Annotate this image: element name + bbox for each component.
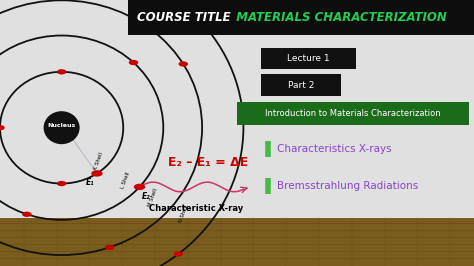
Text: K Shell: K Shell xyxy=(93,152,104,171)
Text: COURSE TITLE: COURSE TITLE xyxy=(137,11,231,24)
Circle shape xyxy=(22,212,32,217)
Text: E₂ – E₁ = ΔE: E₂ – E₁ = ΔE xyxy=(168,156,248,169)
Circle shape xyxy=(134,184,145,190)
Circle shape xyxy=(105,245,114,250)
Ellipse shape xyxy=(44,111,80,144)
Text: E₂: E₂ xyxy=(142,192,151,201)
Text: MATERIALS CHARACTERIZATION: MATERIALS CHARACTERIZATION xyxy=(228,11,446,24)
Text: Bremsstrahlung Radiations: Bremsstrahlung Radiations xyxy=(277,181,419,191)
Bar xyxy=(237,102,469,125)
Text: M Shell: M Shell xyxy=(147,188,159,207)
Circle shape xyxy=(174,251,183,257)
Text: Introduction to Materials Characterization: Introduction to Materials Characterizati… xyxy=(265,109,441,118)
Circle shape xyxy=(179,61,188,67)
Circle shape xyxy=(57,181,66,186)
Circle shape xyxy=(57,69,66,74)
Bar xyxy=(0,0,474,218)
Text: Lecture 1: Lecture 1 xyxy=(287,54,329,63)
Circle shape xyxy=(129,60,138,65)
Bar xyxy=(261,74,341,96)
Text: Characteristics X-rays: Characteristics X-rays xyxy=(277,144,392,154)
Text: Characteristic X-ray: Characteristic X-ray xyxy=(149,204,243,213)
Text: N Shell: N Shell xyxy=(178,204,189,223)
Bar xyxy=(0,218,474,266)
Text: E₁: E₁ xyxy=(85,178,94,187)
Text: L Shell: L Shell xyxy=(120,171,131,189)
Circle shape xyxy=(91,170,103,177)
Bar xyxy=(128,0,474,35)
Circle shape xyxy=(0,125,5,130)
Text: Part 2: Part 2 xyxy=(288,81,314,90)
Text: Nucleus: Nucleus xyxy=(47,123,76,127)
Bar xyxy=(261,48,356,69)
